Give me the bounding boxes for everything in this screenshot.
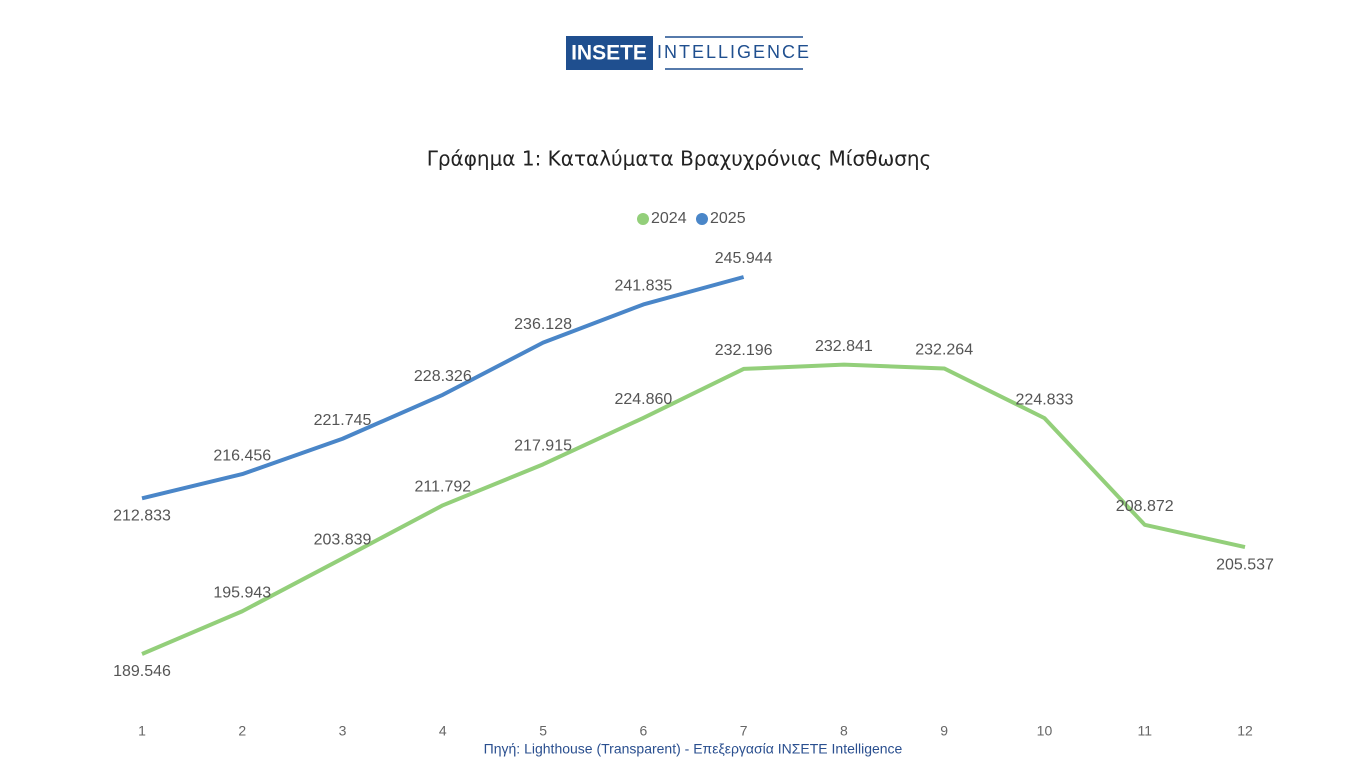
- data-label: 208.872: [1116, 498, 1174, 515]
- data-label: 212.833: [113, 508, 171, 525]
- logo: INSETE INTELLIGENCE: [566, 36, 811, 70]
- logo-brand: INSETE: [571, 42, 647, 65]
- data-label: 189.546: [113, 663, 171, 680]
- data-label: 232.196: [715, 342, 773, 359]
- logo-product: INTELLIGENCE: [657, 42, 811, 62]
- data-label: 221.745: [314, 412, 372, 429]
- x-tick-label: 6: [639, 723, 647, 739]
- logo-box: [566, 36, 653, 70]
- x-tick-label: 2: [238, 723, 246, 739]
- legend-marker: [696, 213, 708, 225]
- data-label: 236.128: [514, 316, 572, 333]
- x-tick-label: 3: [339, 723, 347, 739]
- series-line: [141, 275, 745, 501]
- data-label: 216.456: [213, 447, 271, 464]
- source: Πηγή: Lighthouse (Transparent) - Επεξεργ…: [484, 741, 903, 757]
- x-tick-label: 10: [1037, 723, 1053, 739]
- data-label: 211.792: [414, 479, 471, 496]
- x-tick-label: 12: [1237, 723, 1253, 739]
- data-label: 195.943: [213, 584, 271, 601]
- x-tick-label: 8: [840, 723, 848, 739]
- legend-label: 2024: [651, 210, 687, 227]
- data-label: 224.833: [1016, 391, 1074, 408]
- x-tick-label: 9: [940, 723, 948, 739]
- data-label: 232.264: [915, 342, 973, 359]
- chart-title: Γράφημα 1: Καταλύματα Βραχυχρόνιας Μίσθω…: [427, 147, 932, 171]
- data-label: 245.944: [715, 250, 773, 267]
- data-label: 228.326: [414, 368, 472, 385]
- data-label: 232.841: [815, 338, 873, 355]
- x-tick-label: 4: [439, 723, 447, 739]
- data-label: 217.915: [514, 438, 572, 455]
- series-line: [141, 362, 1246, 656]
- x-tick-label: 1: [138, 723, 146, 739]
- legend-label: 2025: [710, 210, 746, 227]
- data-label: 241.835: [614, 278, 672, 295]
- legend-marker: [637, 213, 649, 225]
- x-tick-label: 11: [1137, 723, 1152, 739]
- data-label: 224.860: [614, 391, 672, 408]
- x-tick-label: 7: [740, 723, 748, 739]
- data-label: 203.839: [314, 532, 372, 549]
- data-label: 205.537: [1216, 556, 1274, 573]
- x-tick-label: 5: [539, 723, 547, 739]
